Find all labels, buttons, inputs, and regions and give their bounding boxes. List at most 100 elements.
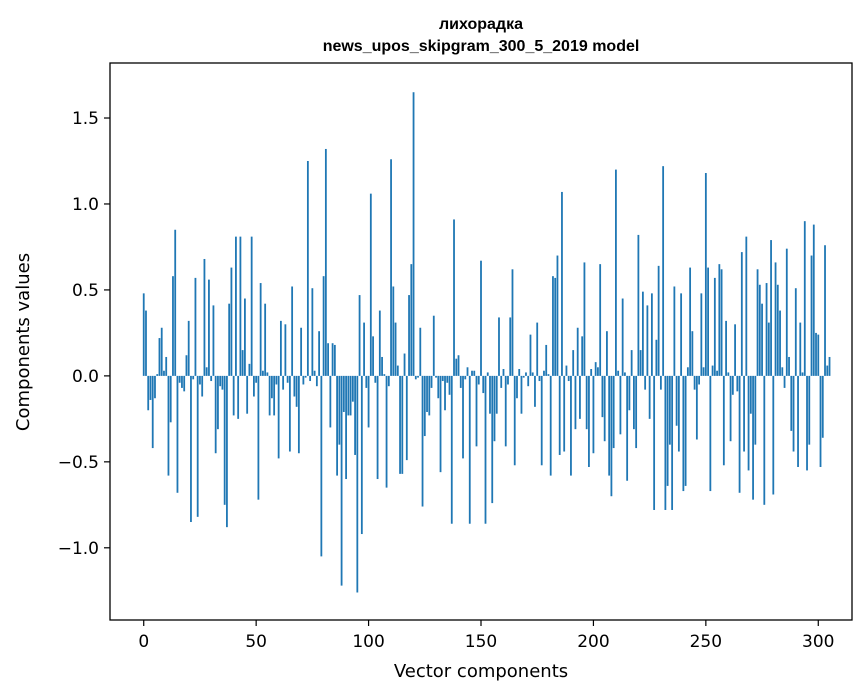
bar [817,334,820,376]
bar [421,375,424,507]
bar [612,375,615,449]
bar [574,375,577,430]
bar [693,375,696,390]
bar [561,191,563,376]
bars-group [142,92,831,593]
bar [520,375,523,414]
bar [648,375,651,419]
bar [522,375,525,378]
bar [516,375,518,399]
bar [471,370,473,376]
bar [327,343,329,376]
bar [435,375,437,378]
y-axis-label: Components values [13,253,34,431]
bar [439,375,442,473]
bar [329,375,332,428]
bar [511,269,514,376]
bar [583,262,586,376]
bar [190,375,192,523]
bar [601,375,604,418]
bar [158,338,161,376]
bar [504,375,507,447]
bar [588,375,590,467]
bar [363,322,365,376]
bar [212,305,215,376]
bar [203,258,206,376]
bar [529,334,532,376]
x-tick-label: 150 [465,632,497,652]
bar [381,356,383,376]
bar [803,221,806,376]
bar [585,375,588,430]
bar [286,375,289,383]
y-tick-label: −0.5 [58,453,99,473]
bar [734,324,736,376]
bar [448,375,451,395]
bar [295,375,298,407]
bar [641,291,644,376]
bar [444,375,446,411]
bar [606,331,608,376]
bar [385,375,388,488]
bar [545,344,548,376]
bar [821,375,824,438]
bar [387,375,390,387]
bar [594,362,597,376]
bar [309,375,312,382]
bar [806,375,808,471]
bar [273,375,276,416]
bar [270,375,273,399]
bar [824,245,826,376]
bar [610,375,613,497]
bar [457,355,460,376]
bar [446,375,449,383]
bar [603,375,606,442]
bar [185,355,188,376]
bar [608,375,611,476]
bar [770,240,772,376]
bar [392,286,395,376]
y-tick-label: 0.5 [72,281,99,301]
bar [311,288,314,376]
bar [797,375,799,467]
bar [232,375,235,416]
bar [698,375,700,385]
bar [772,375,775,495]
bar [187,320,190,376]
bar [801,372,804,376]
bar [147,375,150,411]
x-tick-label: 200 [577,632,609,652]
bar [799,322,802,376]
bar [659,375,662,390]
bar [543,370,545,376]
bar [790,375,793,431]
bar [230,267,233,376]
bar [718,264,721,376]
bar [491,375,494,504]
bar [306,160,309,376]
bar [156,374,159,376]
chart-title-line1: лихорадка [439,16,523,33]
bar [700,293,703,376]
bar [783,375,786,388]
bar [639,350,642,376]
bar [767,322,770,376]
bar [172,276,174,376]
bar [477,375,480,385]
bar [653,375,656,510]
bar [453,219,455,376]
bar [513,375,516,466]
bar [342,375,345,412]
bar [655,339,658,376]
bar [372,336,374,376]
bar [405,375,408,461]
bar [268,375,271,416]
bar [531,372,534,376]
bar [464,375,467,380]
bar [538,375,541,382]
bar [347,375,350,416]
bar [466,367,469,376]
bar [713,277,716,376]
bar [320,375,323,557]
bar [740,252,743,376]
